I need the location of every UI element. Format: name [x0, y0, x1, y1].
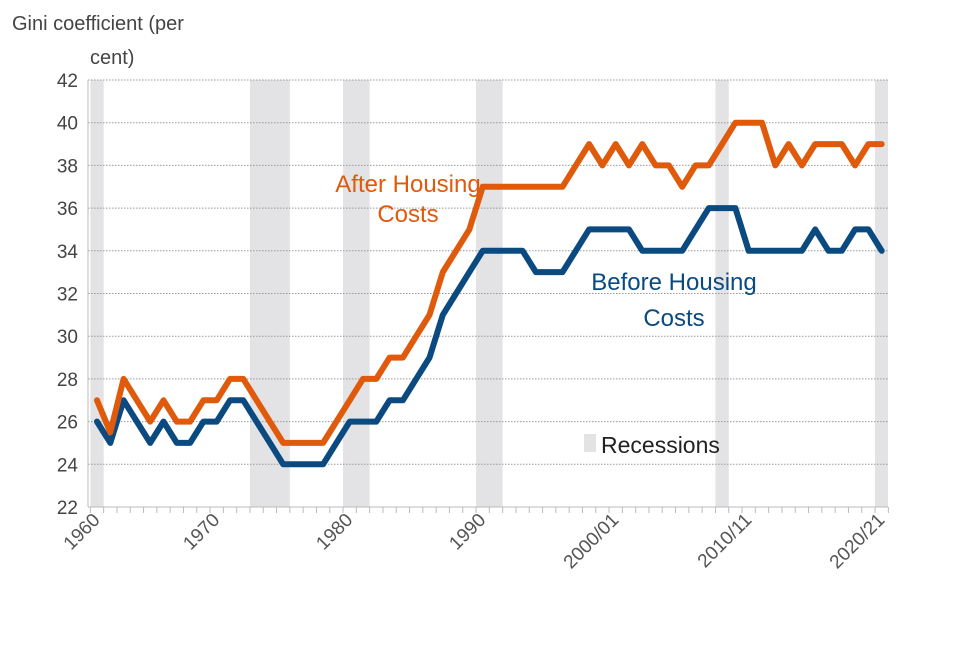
ahc-label-line1: After Housing	[335, 171, 480, 198]
y-tick-label: 38	[57, 156, 78, 177]
y-tick-label: 34	[57, 242, 79, 263]
y-tick-label: 30	[57, 327, 78, 348]
y-axis-title-line1: Gini coefficient (per	[12, 13, 184, 35]
y-axis-title-line2: cent)	[90, 47, 134, 69]
recessions-legend-label: Recessions	[601, 432, 720, 458]
y-tick-label: 42	[57, 71, 78, 92]
y-tick-label: 28	[57, 370, 78, 391]
recessions-legend-swatch	[584, 434, 596, 452]
x-tick-label: 2000/01	[560, 510, 623, 573]
x-tick-label: 1980	[312, 510, 357, 555]
y-tick-label: 22	[57, 498, 78, 519]
x-tick-label: 1990	[445, 510, 490, 555]
bhc-label-line2: Costs	[643, 305, 704, 332]
ahc-label-line2: Costs	[377, 201, 438, 228]
x-tick-label: 1970	[179, 510, 224, 555]
bhc-label-line1: Before Housing	[591, 269, 756, 296]
x-tick-label: 2010/11	[694, 510, 756, 572]
y-tick-label: 40	[57, 114, 78, 135]
recession-band	[476, 80, 503, 507]
y-tick-label: 24	[57, 455, 79, 476]
x-tick-label: 2020/21	[826, 510, 889, 573]
y-tick-label: 26	[57, 413, 78, 434]
y-tick-label: 36	[57, 199, 78, 220]
y-tick-label: 32	[57, 285, 78, 306]
